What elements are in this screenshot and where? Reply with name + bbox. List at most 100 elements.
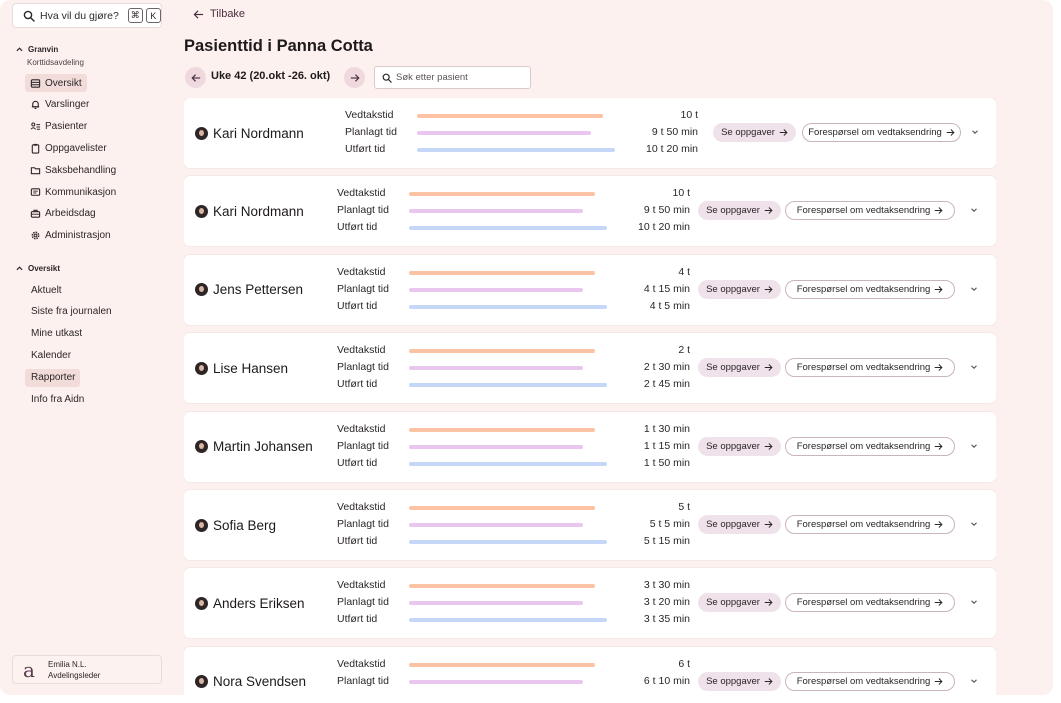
utfort-bar (409, 618, 607, 623)
chevron-up-icon (16, 47, 23, 52)
chevron-down-icon[interactable] (969, 205, 979, 215)
patient-name[interactable]: Kari Nordmann (195, 98, 304, 168)
see-tasks-button[interactable]: Se oppgaver (698, 515, 781, 534)
request-decision-change-button[interactable]: Forespørsel om vedtaksendring (785, 593, 955, 613)
planlagt-bar (409, 209, 583, 214)
patient-card: Kari Nordmann Vedtakstid 10 t Planlagt tid 9… (184, 98, 996, 168)
planlagt-value: 5 t 5 min (649, 518, 690, 530)
patient-name[interactable]: Nora Svendsen (195, 647, 306, 695)
command-search[interactable]: Hva vil du gjøre? ⌘ K (12, 3, 162, 28)
sidebar-item-label: Arbeidsdag (45, 208, 96, 220)
chevron-down-icon[interactable] (969, 284, 979, 294)
user-info: Emilia N.L. Avdelingsleder (48, 659, 100, 681)
sidebar-item-kommunikasjon[interactable]: Kommunikasjon (25, 183, 121, 201)
chevron-down-icon[interactable] (969, 676, 979, 686)
planlagt-label: Planlagt tid (337, 674, 389, 687)
patient-card: Kari Nordmann Vedtakstid 10 t Planlagt tid 9… (184, 176, 996, 247)
sidebar-item-administrasjon[interactable]: Administrasjon (25, 227, 116, 245)
request-decision-change-button[interactable]: Forespørsel om vedtaksendring (802, 123, 961, 142)
sidebar-item-kalender[interactable]: Kalender (25, 347, 76, 365)
see-tasks-button[interactable]: Se oppgaver (698, 358, 781, 378)
sidebar-item-siste-fra-journalen[interactable]: Siste fra journalen (25, 303, 117, 321)
chevron-down-icon[interactable] (969, 519, 979, 529)
utfort-label: Utført tid (337, 221, 378, 234)
chevron-down-icon[interactable] (969, 597, 979, 607)
sidebar-item-saksbehandling[interactable]: Saksbehandling (25, 161, 121, 179)
request-decision-change-button[interactable]: Forespørsel om vedtaksendring (785, 671, 955, 691)
patient-name-text: Sofia Berg (213, 517, 277, 533)
sidebar-item-varslinger[interactable]: Varslinger (25, 96, 94, 114)
folder-icon (30, 166, 41, 174)
see-tasks-button[interactable]: Se oppgaver (698, 436, 781, 456)
patient-name[interactable]: Anders Eriksen (195, 568, 305, 638)
sidebar-item-rapporter[interactable]: Rapporter (25, 368, 81, 387)
request-decision-change-button[interactable]: Forespørsel om vedtaksendring (785, 358, 955, 378)
see-tasks-label: Se oppgaver (706, 519, 760, 530)
see-tasks-button[interactable]: Se oppgaver (698, 671, 781, 691)
vedtak-label: Vedtakstid (337, 344, 386, 357)
sidebar-item-oversikt[interactable]: Oversikt (25, 74, 87, 92)
patient-name[interactable]: Kari Nordmann (195, 176, 304, 246)
utfort-label: Utført tid (337, 613, 378, 626)
sidebar-group-granvin-toggle[interactable]: Granvin (16, 45, 58, 54)
see-tasks-button[interactable]: Se oppgaver (698, 279, 781, 299)
sidebar-item-info-fra-aidn[interactable]: Info fra Aidn (25, 391, 89, 409)
vedtak-label: Vedtakstid (337, 187, 386, 200)
avatar (195, 361, 208, 375)
planlagt-bar (409, 679, 583, 684)
page-title: Pasienttid i Panna Cotta (184, 37, 373, 55)
planlagt-label: Planlagt tid (345, 126, 397, 138)
sidebar-group-oversikt-toggle[interactable]: Oversikt (16, 264, 60, 273)
next-week-button[interactable] (344, 67, 365, 88)
bell-icon (31, 101, 40, 110)
patient-search[interactable] (374, 66, 531, 89)
arrow-right-icon (764, 521, 773, 528)
previous-week-button[interactable] (185, 67, 206, 88)
see-tasks-button[interactable]: Se oppgaver (713, 123, 796, 142)
planlagt-bar (409, 287, 583, 292)
arrow-right-icon (935, 442, 943, 450)
patient-name[interactable]: Jens Pettersen (195, 255, 303, 325)
planlagt-label: Planlagt tid (337, 518, 389, 530)
chevron-down-icon[interactable] (969, 441, 979, 451)
chevron-down-icon[interactable] (969, 362, 979, 372)
utfort-label: Utført tid (337, 299, 378, 312)
planlagt-label: Planlagt tid (337, 204, 389, 217)
sidebar-item-oppgavelister[interactable]: Oppgavelister (25, 139, 112, 157)
sidebar-group-title: Oversikt (28, 264, 61, 273)
sidebar-item-arbeidsdag[interactable]: Arbeidsdag (25, 205, 101, 223)
planlagt-bar (409, 366, 583, 371)
request-decision-change-button[interactable]: Forespørsel om vedtaksendring (785, 279, 955, 299)
arrow-right-icon (764, 285, 773, 293)
utfort-label: Utført tid (337, 378, 378, 391)
sidebar-item-aktuelt[interactable]: Aktuelt (25, 281, 67, 299)
week-label: Uke 42 (20.okt -26. okt) (211, 70, 331, 82)
vedtak-bar (409, 584, 595, 589)
utfort-bar (417, 148, 615, 152)
sidebar-item-label: Info fra Aidn (31, 394, 85, 405)
patient-name[interactable]: Martin Johansen (195, 412, 313, 482)
planlagt-value: 4 t 15 min (643, 282, 690, 295)
request-decision-change-button[interactable]: Forespørsel om vedtaksendring (785, 201, 955, 221)
sidebar-item-mine-utkast[interactable]: Mine utkast (25, 325, 87, 343)
user-profile[interactable]: a Emilia N.L. Avdelingsleder (12, 655, 162, 684)
see-tasks-button[interactable]: Se oppgaver (698, 201, 781, 221)
request-decision-change-button[interactable]: Forespørsel om vedtaksendring (785, 436, 955, 456)
request-decision-change-button[interactable]: Forespørsel om vedtaksendring (785, 515, 955, 534)
aidn-logo: a (23, 657, 35, 682)
avatar (195, 518, 208, 532)
sidebar-group-subtitle: Korttidsavdeling (27, 58, 84, 67)
request-decision-change-label: Forespørsel om vedtaksendring (796, 597, 931, 609)
vedtak-value: 10 t (680, 109, 698, 121)
patient-name[interactable]: Lise Hansen (195, 333, 288, 403)
patient-search-input[interactable] (396, 72, 526, 83)
patient-name[interactable]: Sofia Berg (195, 490, 276, 560)
utfort-bar (409, 383, 607, 388)
back-link[interactable]: Tilbake (193, 8, 245, 20)
chevron-down-icon[interactable] (970, 127, 980, 137)
sidebar-item-pasienter[interactable]: Pasienter (25, 118, 92, 136)
see-tasks-button[interactable]: Se oppgaver (698, 593, 781, 613)
vedtak-label: Vedtakstid (337, 579, 386, 592)
planlagt-bar (409, 601, 583, 606)
chevron-up-icon (16, 266, 23, 271)
